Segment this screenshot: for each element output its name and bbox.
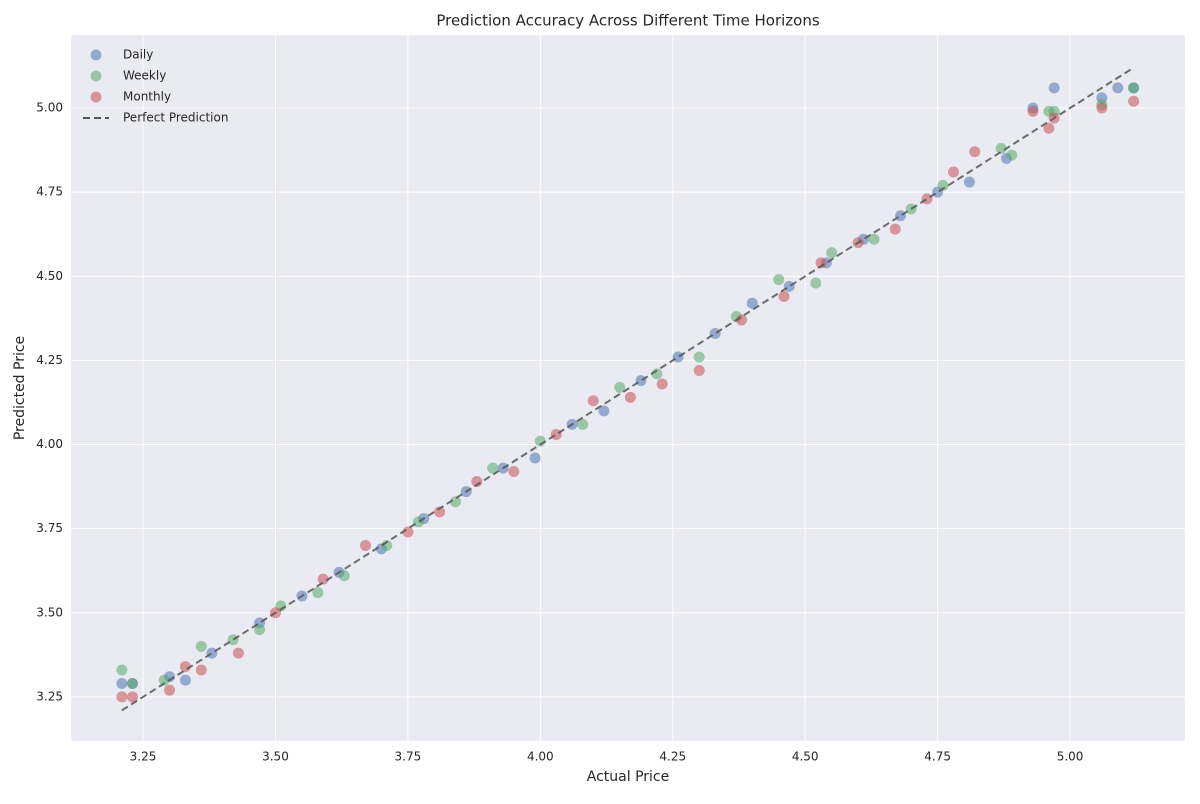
point	[921, 193, 933, 205]
point	[889, 223, 901, 235]
point	[550, 428, 562, 440]
point	[937, 179, 949, 191]
x-tick-label: 5.00	[1057, 750, 1084, 764]
point	[116, 691, 128, 703]
point	[529, 452, 541, 464]
y-axis-label: Predicted Price	[12, 336, 28, 440]
point	[1006, 149, 1018, 161]
point	[672, 351, 684, 363]
point	[450, 496, 462, 508]
point	[1112, 82, 1124, 94]
point	[693, 351, 705, 363]
point	[1096, 102, 1108, 114]
legend-swatch	[90, 49, 102, 61]
y-tick-label: 3.25	[36, 689, 63, 703]
point	[434, 506, 446, 518]
point	[195, 664, 207, 676]
y-tick-label: 4.75	[36, 185, 63, 199]
legend-label: Perfect Prediction	[123, 111, 228, 125]
point	[868, 233, 880, 245]
x-tick-label: 4.00	[527, 750, 554, 764]
point	[810, 277, 822, 289]
reference-line	[121, 66, 1135, 712]
y-tick-label: 4.25	[36, 353, 63, 367]
point	[254, 624, 266, 636]
y-tick-label: 5.00	[36, 101, 63, 115]
point	[1128, 82, 1140, 94]
legend-label: Weekly	[123, 69, 166, 83]
x-tick-label: 4.75	[924, 750, 951, 764]
point	[126, 677, 138, 689]
point	[587, 395, 599, 407]
legend-swatch	[90, 70, 102, 82]
point	[895, 210, 907, 222]
point	[826, 247, 838, 259]
legend-label: Daily	[123, 48, 153, 62]
point	[1128, 95, 1140, 107]
chart-title: Prediction Accuracy Across Different Tim…	[436, 12, 820, 30]
point	[158, 674, 170, 686]
point	[412, 516, 424, 528]
point	[126, 691, 138, 703]
point	[969, 146, 981, 158]
point	[206, 647, 218, 659]
point	[693, 365, 705, 377]
point	[232, 647, 244, 659]
legend-swatch	[90, 91, 102, 103]
legend-label: Monthly	[123, 90, 171, 104]
point	[312, 587, 324, 599]
y-tick-label: 3.50	[36, 605, 63, 619]
point	[624, 391, 636, 403]
y-tick-label: 4.00	[36, 437, 63, 451]
point	[1043, 122, 1055, 134]
point	[709, 327, 721, 339]
y-tick-label: 3.75	[36, 521, 63, 535]
point	[614, 381, 626, 393]
x-axis-label: Actual Price	[587, 769, 669, 785]
point	[1048, 82, 1060, 94]
point	[746, 297, 758, 309]
point	[948, 166, 960, 178]
point	[116, 677, 128, 689]
point	[773, 274, 785, 286]
point	[783, 280, 795, 292]
x-tick-label: 3.75	[395, 750, 422, 764]
point	[508, 465, 520, 477]
point	[195, 640, 207, 652]
point	[487, 462, 499, 474]
point	[656, 378, 668, 390]
point	[1027, 105, 1039, 117]
point	[360, 539, 372, 551]
x-tick-label: 3.50	[262, 750, 289, 764]
point	[317, 573, 329, 585]
point	[577, 418, 589, 430]
point	[179, 674, 191, 686]
point	[338, 570, 350, 582]
x-tick-label: 3.25	[130, 750, 157, 764]
x-tick-label: 4.50	[792, 750, 819, 764]
y-tick-label: 4.50	[36, 269, 63, 283]
x-tick-label: 4.25	[659, 750, 686, 764]
point	[635, 375, 647, 387]
point	[164, 684, 176, 696]
point	[598, 405, 610, 417]
point	[995, 142, 1007, 154]
point	[778, 290, 790, 302]
point	[227, 634, 239, 646]
point	[116, 664, 128, 676]
point	[963, 176, 975, 188]
